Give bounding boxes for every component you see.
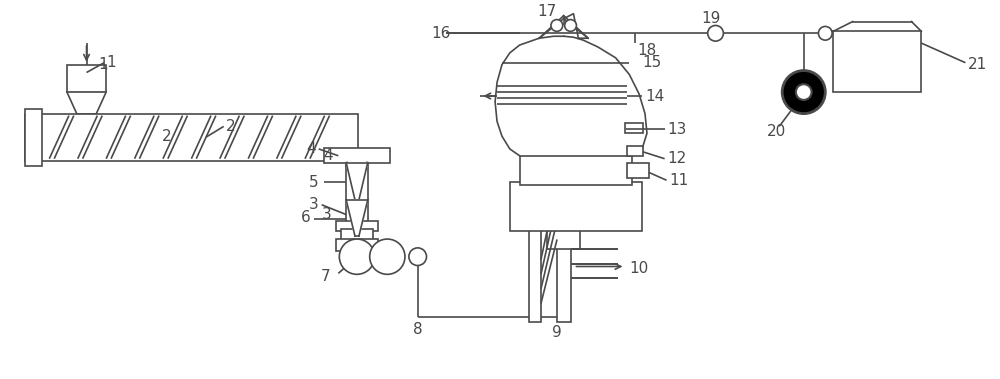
- Bar: [625, 124, 643, 133]
- Circle shape: [708, 25, 723, 41]
- Text: 15: 15: [642, 55, 661, 70]
- Text: 14: 14: [645, 89, 664, 103]
- Text: 2: 2: [226, 119, 235, 134]
- Text: 12: 12: [668, 151, 687, 166]
- Bar: [346, 151, 368, 224]
- Circle shape: [782, 70, 825, 114]
- Circle shape: [370, 239, 405, 274]
- Text: 11: 11: [670, 173, 689, 188]
- Text: 21: 21: [968, 57, 988, 72]
- Text: 4: 4: [324, 148, 333, 163]
- Text: 7: 7: [321, 269, 330, 284]
- Circle shape: [551, 20, 563, 31]
- Circle shape: [339, 239, 375, 274]
- Text: 13: 13: [668, 122, 687, 137]
- Bar: [25, 114, 358, 161]
- Bar: [341, 229, 373, 241]
- Circle shape: [565, 20, 576, 31]
- Bar: [67, 65, 106, 92]
- Circle shape: [409, 248, 427, 266]
- Bar: [627, 146, 643, 156]
- Text: 10: 10: [629, 261, 649, 276]
- Text: 20: 20: [766, 124, 786, 139]
- Bar: [833, 31, 921, 92]
- Text: 3: 3: [309, 197, 319, 212]
- Bar: [520, 156, 632, 185]
- Text: 5: 5: [309, 175, 319, 190]
- Bar: [547, 229, 580, 249]
- Text: 1: 1: [98, 57, 108, 72]
- Text: 2: 2: [162, 129, 172, 144]
- Polygon shape: [67, 92, 106, 114]
- Text: 6: 6: [301, 210, 311, 225]
- Text: 1: 1: [106, 55, 116, 70]
- Text: 8: 8: [413, 322, 423, 337]
- Text: 9: 9: [552, 325, 562, 340]
- Bar: [346, 156, 366, 166]
- Bar: [627, 163, 649, 178]
- Polygon shape: [346, 163, 368, 200]
- Bar: [25, 109, 42, 166]
- Polygon shape: [346, 200, 368, 236]
- Bar: [324, 148, 390, 163]
- Text: 18: 18: [637, 44, 656, 58]
- Bar: [336, 239, 378, 251]
- Text: 19: 19: [701, 11, 720, 26]
- Circle shape: [796, 84, 812, 100]
- Polygon shape: [833, 22, 921, 31]
- Text: 16: 16: [431, 26, 451, 41]
- Bar: [557, 215, 571, 322]
- Text: 17: 17: [537, 4, 557, 19]
- Circle shape: [818, 27, 832, 40]
- Text: 3: 3: [322, 207, 331, 222]
- Bar: [336, 221, 378, 231]
- Text: 4: 4: [306, 141, 316, 157]
- Bar: [341, 153, 355, 161]
- Bar: [510, 182, 642, 231]
- Bar: [529, 224, 541, 322]
